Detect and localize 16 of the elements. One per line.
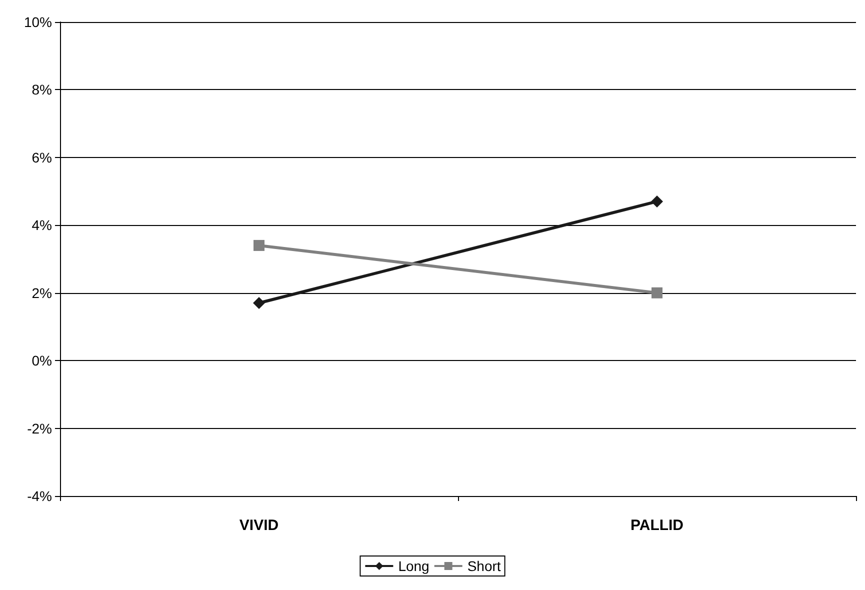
legend-label: Long [398, 558, 430, 574]
point [651, 195, 663, 208]
y-tick-label: 6% [32, 149, 52, 166]
point [254, 240, 264, 251]
y-tick-label: 2% [32, 284, 52, 301]
point [652, 287, 662, 298]
y-tick-label: 0% [32, 352, 52, 369]
point [253, 297, 265, 310]
y-tick-label: -4% [27, 488, 52, 504]
x-tick-label: VIVID [239, 517, 279, 534]
y-tick-label: 4% [32, 217, 52, 234]
legend-label: Short [467, 558, 501, 574]
y-tick-label: 10% [24, 14, 52, 30]
x-tick-label: PALLID [630, 517, 684, 534]
y-tick-label: -2% [27, 420, 52, 436]
y-tick-label: 8% [32, 82, 52, 98]
